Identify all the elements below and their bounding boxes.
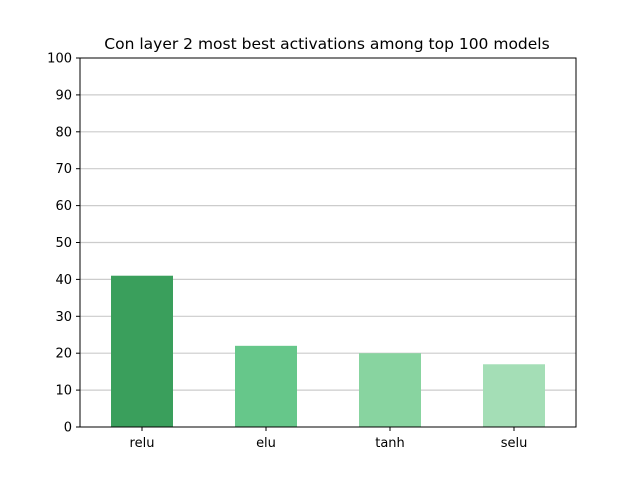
x-tick-label-elu: elu	[256, 436, 276, 451]
bar-tanh	[359, 353, 421, 427]
y-tick-label: 70	[55, 162, 72, 177]
plot-frame	[79, 57, 577, 428]
y-tick-label: 60	[55, 199, 72, 214]
axes	[76, 57, 577, 431]
x-tick-label-tanh: tanh	[375, 436, 405, 451]
y-tick-label: 90	[55, 88, 72, 103]
x-tick-label-relu: relu	[130, 436, 155, 451]
bar-elu	[235, 345, 297, 427]
bar-relu	[111, 275, 173, 427]
y-tick-label: 20	[55, 347, 72, 362]
y-tick-label: 80	[55, 125, 72, 140]
y-tick-label: 40	[55, 273, 72, 288]
x-tick-labels: relu elu tanh selu	[130, 436, 528, 451]
chart-title: Con layer 2 most best activations among …	[104, 35, 549, 53]
y-tick-labels: 0 10 20 30 40 50 60 70 80 90 100	[47, 52, 72, 436]
y-tick-label: 0	[64, 421, 72, 436]
y-tick-label: 30	[55, 310, 72, 325]
x-tick-label-selu: selu	[501, 436, 528, 451]
bar-selu	[483, 364, 545, 427]
bars	[111, 275, 545, 427]
y-tick-label: 10	[55, 384, 72, 399]
y-tick-label: 100	[47, 52, 72, 67]
y-tick-label: 50	[55, 236, 72, 251]
